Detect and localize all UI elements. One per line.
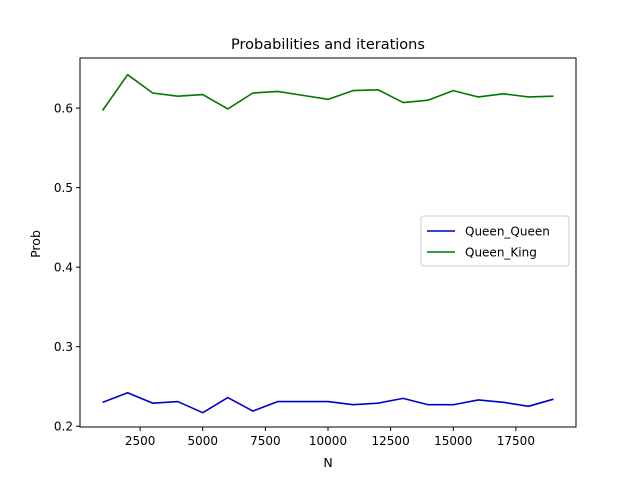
y-tick-label: 0.4 [54,261,73,275]
x-tick-label: 17500 [497,434,535,448]
legend-label: Queen_Queen [465,225,550,239]
legend-label: Queen_King [465,246,537,260]
chart-title: Probabilities and iterations [231,37,425,53]
x-tick-label: 7500 [250,434,281,448]
x-tick-label: 2500 [125,434,156,448]
x-tick-label: 15000 [434,434,472,448]
legend: Queen_Queen Queen_King [421,216,569,266]
x-tick-label: 10000 [309,434,347,448]
y-tick-label: 0.5 [54,181,73,195]
x-tick-label: 5000 [187,434,218,448]
x-axis-label: N [323,455,332,470]
y-tick-label: 0.6 [54,102,73,116]
x-tick-label: 12500 [372,434,410,448]
y-tick-label: 0.2 [54,420,73,434]
y-tick-label: 0.3 [54,340,73,354]
y-axis-label: Prob [28,230,43,258]
